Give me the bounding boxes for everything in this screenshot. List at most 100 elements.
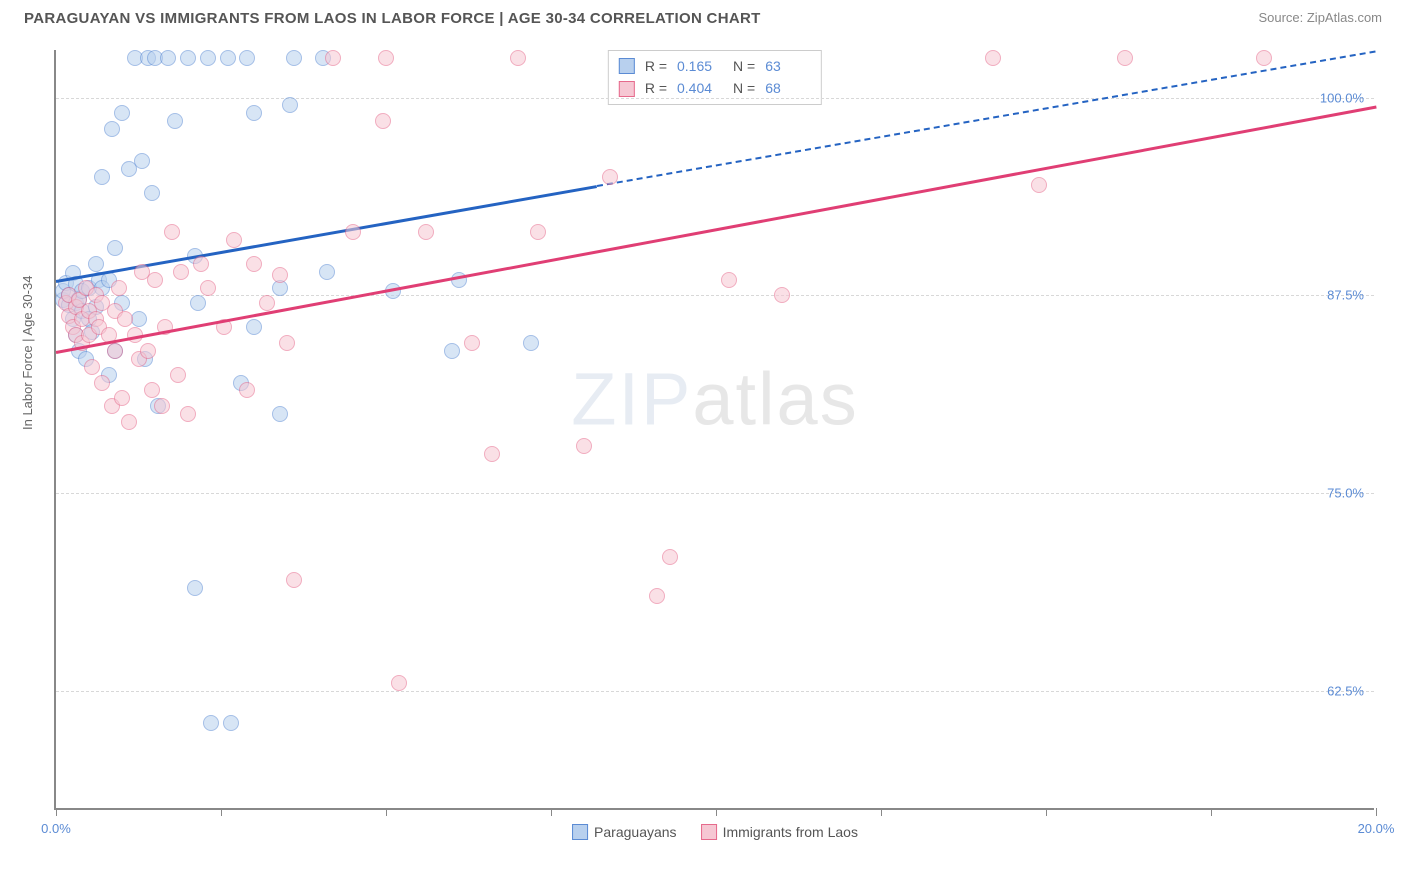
- data-point: [319, 264, 335, 280]
- data-point: [239, 50, 255, 66]
- data-point: [286, 572, 302, 588]
- data-point: [649, 588, 665, 604]
- stats-row: R = 0.165 N = 63: [619, 55, 811, 77]
- data-point: [94, 169, 110, 185]
- data-point: [345, 224, 361, 240]
- source-label: Source: ZipAtlas.com: [1258, 10, 1382, 25]
- legend-item: Immigrants from Laos: [701, 824, 858, 840]
- gridline: [56, 691, 1374, 692]
- data-point: [140, 343, 156, 359]
- data-point: [464, 335, 480, 351]
- data-point: [187, 580, 203, 596]
- data-point: [774, 287, 790, 303]
- trend-line: [56, 105, 1377, 353]
- x-tick-label: 20.0%: [1358, 821, 1395, 836]
- data-point: [193, 256, 209, 272]
- series-swatch: [701, 824, 717, 840]
- data-point: [220, 50, 236, 66]
- y-tick-label: 62.5%: [1327, 684, 1364, 699]
- data-point: [160, 50, 176, 66]
- data-point: [114, 105, 130, 121]
- data-point: [1256, 50, 1272, 66]
- data-point: [173, 264, 189, 280]
- legend-item: Paraguayans: [572, 824, 677, 840]
- data-point: [246, 256, 262, 272]
- data-point: [523, 335, 539, 351]
- data-point: [203, 715, 219, 731]
- stats-row: R = 0.404 N = 68: [619, 77, 811, 99]
- data-point: [111, 280, 127, 296]
- data-point: [286, 50, 302, 66]
- x-tick: [881, 808, 882, 816]
- gridline: [56, 295, 1374, 296]
- data-point: [272, 267, 288, 283]
- data-point: [602, 169, 618, 185]
- series-swatch: [619, 81, 635, 97]
- data-point: [985, 50, 1001, 66]
- data-point: [200, 50, 216, 66]
- data-point: [418, 224, 434, 240]
- y-tick-label: 100.0%: [1320, 90, 1364, 105]
- data-point: [259, 295, 275, 311]
- data-point: [134, 153, 150, 169]
- data-point: [246, 105, 262, 121]
- y-tick-label: 75.0%: [1327, 486, 1364, 501]
- watermark: ZIPatlas: [571, 356, 858, 441]
- gridline: [56, 493, 1374, 494]
- data-point: [576, 438, 592, 454]
- data-point: [223, 715, 239, 731]
- x-tick: [1211, 808, 1212, 816]
- data-point: [239, 382, 255, 398]
- x-tick: [716, 808, 717, 816]
- data-point: [190, 295, 206, 311]
- x-tick: [56, 808, 57, 816]
- data-point: [114, 390, 130, 406]
- data-point: [1031, 177, 1047, 193]
- gridline: [56, 98, 1374, 99]
- series-swatch: [572, 824, 588, 840]
- data-point: [104, 121, 120, 137]
- data-point: [510, 50, 526, 66]
- data-point: [325, 50, 341, 66]
- data-point: [375, 113, 391, 129]
- data-point: [226, 232, 242, 248]
- data-point: [378, 50, 394, 66]
- x-tick: [221, 808, 222, 816]
- x-tick: [386, 808, 387, 816]
- data-point: [144, 382, 160, 398]
- x-tick-label: 0.0%: [41, 821, 71, 836]
- data-point: [154, 398, 170, 414]
- scatter-chart: ZIPatlas R = 0.165 N = 63 R = 0.404 N = …: [54, 50, 1374, 810]
- data-point: [94, 375, 110, 391]
- data-point: [721, 272, 737, 288]
- data-point: [246, 319, 262, 335]
- data-point: [107, 240, 123, 256]
- data-point: [279, 335, 295, 351]
- data-point: [147, 272, 163, 288]
- data-point: [662, 549, 678, 565]
- data-point: [167, 113, 183, 129]
- data-point: [530, 224, 546, 240]
- x-tick: [1376, 808, 1377, 816]
- x-tick: [1046, 808, 1047, 816]
- data-point: [391, 675, 407, 691]
- data-point: [272, 406, 288, 422]
- data-point: [107, 343, 123, 359]
- data-point: [88, 256, 104, 272]
- data-point: [180, 50, 196, 66]
- series-swatch: [619, 58, 635, 74]
- y-axis-label: In Labor Force | Age 30-34: [20, 276, 35, 430]
- y-tick-label: 87.5%: [1327, 288, 1364, 303]
- legend: Paraguayans Immigrants from Laos: [572, 824, 858, 840]
- data-point: [144, 185, 160, 201]
- data-point: [180, 406, 196, 422]
- data-point: [84, 359, 100, 375]
- x-tick: [551, 808, 552, 816]
- data-point: [164, 224, 180, 240]
- data-point: [1117, 50, 1133, 66]
- data-point: [444, 343, 460, 359]
- chart-title: PARAGUAYAN VS IMMIGRANTS FROM LAOS IN LA…: [24, 10, 761, 27]
- data-point: [170, 367, 186, 383]
- data-point: [484, 446, 500, 462]
- data-point: [200, 280, 216, 296]
